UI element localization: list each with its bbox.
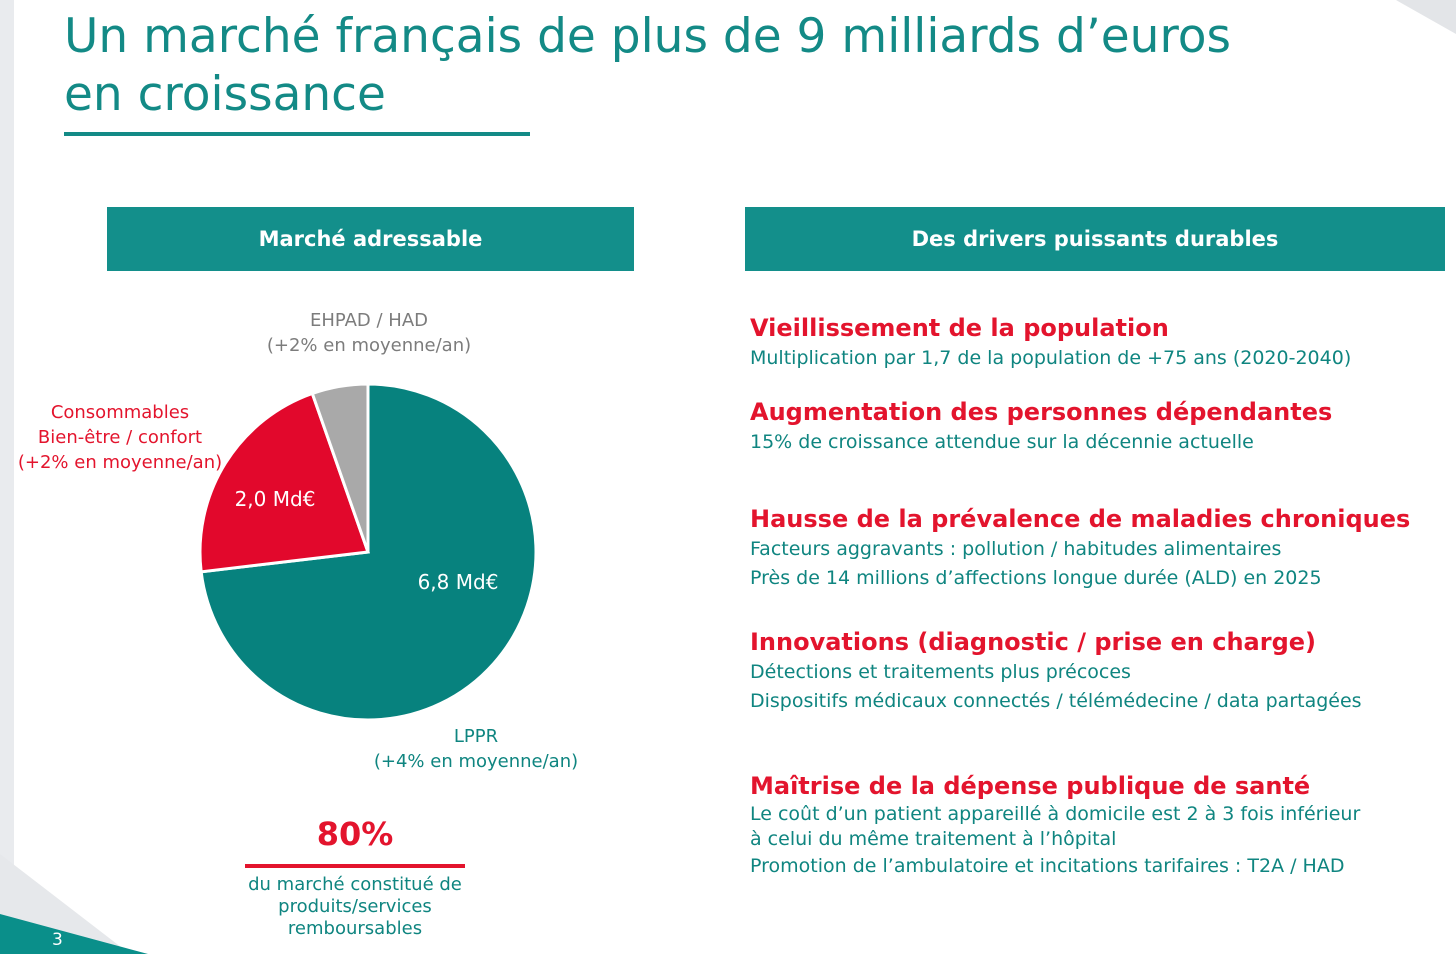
caption-line-2: produits/services [278, 896, 432, 917]
driver-detail: 15% de croissance attendue sur la décenn… [750, 431, 1254, 453]
driver-detail: Dispositifs médicaux connectés / téléméd… [750, 690, 1362, 712]
driver-detail: à celui du même traitement à l’hôpital [750, 828, 1117, 850]
market-panel-header: Marché adressable [107, 207, 634, 271]
ehpad-label: EHPAD / HAD (+2% en moyenne/an) [214, 308, 524, 358]
driver-detail: Promotion de l’ambulatoire et incitation… [750, 855, 1345, 877]
driver-detail: Le coût d’un patient appareillé à domici… [750, 803, 1361, 825]
caption-line-1: du marché constitué de [248, 874, 462, 895]
slide-title-line-2: en croissance [64, 67, 386, 122]
drivers-panel-header-label: Des drivers puissants durables [911, 227, 1279, 251]
driver-item-dependency: Augmentation des personnes dépendantes 1… [750, 396, 1440, 457]
driver-item-public-spending: Maîtrise de la dépense publique de santé… [750, 770, 1440, 881]
driver-detail: Près de 14 millions d’affections longue … [750, 567, 1322, 589]
driver-title: Augmentation des personnes dépendantes [750, 398, 1333, 426]
consommables-label: Consommables Bien-être / confort (+2% en… [16, 400, 224, 475]
driver-detail: Facteurs aggravants : pollution / habitu… [750, 538, 1282, 560]
pie-slice-ehpad [310, 382, 370, 553]
lppr-label: LPPR (+4% en moyenne/an) [366, 724, 586, 774]
driver-item-innovations: Innovations (diagnostic / prise en charg… [750, 626, 1440, 716]
reimbursable-share-rule [245, 864, 465, 868]
reimbursable-share-value: 80% [316, 815, 394, 853]
ehpad-label-growth: (+2% en moyenne/an) [266, 335, 472, 356]
lppr-label-name: LPPR [453, 726, 499, 747]
corner-accent-bottom-left [0, 914, 148, 954]
title-underline [64, 132, 530, 136]
driver-title: Maîtrise de la dépense publique de santé [750, 772, 1311, 800]
market-pie-chart: 6,8 Md€ 2,0 Md€ [198, 382, 538, 722]
consommables-label-growth: (+2% en moyenne/an) [17, 452, 223, 473]
reimbursable-share-caption: du marché constitué de produits/services… [235, 874, 475, 940]
pie-value-label-lppr: 6,8 Md€ [418, 570, 499, 594]
driver-title: Vieillissement de la population [750, 314, 1169, 342]
driver-item-chronic-diseases: Hausse de la prévalence de maladies chro… [750, 503, 1440, 593]
slide-title: Un marché français de plus de 9 milliard… [64, 8, 1284, 124]
slide-left-edge [0, 0, 14, 954]
drivers-panel-header: Des drivers puissants durables [745, 207, 1445, 271]
caption-line-3: remboursables [287, 918, 423, 939]
consommables-label-name: Consommables [50, 402, 190, 423]
market-panel-header-label: Marché adressable [258, 227, 483, 251]
lppr-label-growth: (+4% en moyenne/an) [373, 751, 579, 772]
slide-title-line-1: Un marché français de plus de 9 milliard… [64, 9, 1231, 64]
pie-slice-consommables [198, 391, 371, 574]
driver-title: Hausse de la prévalence de maladies chro… [750, 505, 1411, 533]
pie-value-label-consommables: 2,0 Md€ [235, 487, 316, 511]
driver-title: Innovations (diagnostic / prise en charg… [750, 628, 1317, 656]
ehpad-label-name: EHPAD / HAD [309, 310, 428, 331]
driver-item-aging: Vieillissement de la population Multipli… [750, 312, 1440, 373]
page-number: 3 [52, 930, 63, 950]
corner-decoration-top-right [1396, 0, 1456, 34]
driver-detail: Multiplication par 1,7 de la population … [750, 347, 1352, 369]
driver-detail: Détections et traitements plus précoces [750, 661, 1131, 683]
consommables-label-subname: Bien-être / confort [37, 427, 203, 448]
